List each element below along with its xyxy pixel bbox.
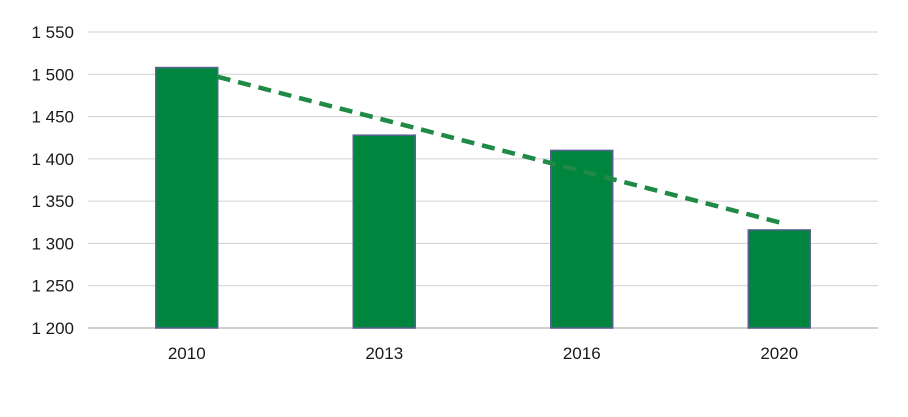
y-tick-label-1400: 1 400: [31, 150, 74, 169]
x-tick-label-2020: 2020: [760, 344, 798, 363]
bar-2010: [155, 66, 219, 329]
y-tick-label-1550: 1 550: [31, 23, 74, 42]
y-tick-label-1200: 1 200: [31, 319, 74, 338]
bar-2016: [550, 149, 614, 329]
y-tick-label-1300: 1 300: [31, 234, 74, 253]
grid-lines: [88, 31, 878, 329]
trendline: [217, 74, 780, 225]
y-tick-label-1450: 1 450: [31, 108, 74, 127]
bars: [155, 66, 811, 329]
y-tick-label-1500: 1 500: [31, 65, 74, 84]
x-tick-label-2016: 2016: [563, 344, 601, 363]
x-axis-tick-labels: 2010 2013 2016 2020: [168, 344, 798, 363]
x-tick-label-2010: 2010: [168, 344, 206, 363]
trendline-group: [217, 74, 780, 225]
bar-2013: [352, 134, 416, 329]
x-tick-label-2013: 2013: [365, 344, 403, 363]
y-axis-tick-labels: 1 200 1 250 1 300 1 350 1 400 1 450 1 500 1 550: [31, 23, 74, 338]
bar-2020: [747, 229, 811, 329]
y-tick-label-1250: 1 250: [31, 277, 74, 296]
y-tick-label-1350: 1 350: [31, 192, 74, 211]
